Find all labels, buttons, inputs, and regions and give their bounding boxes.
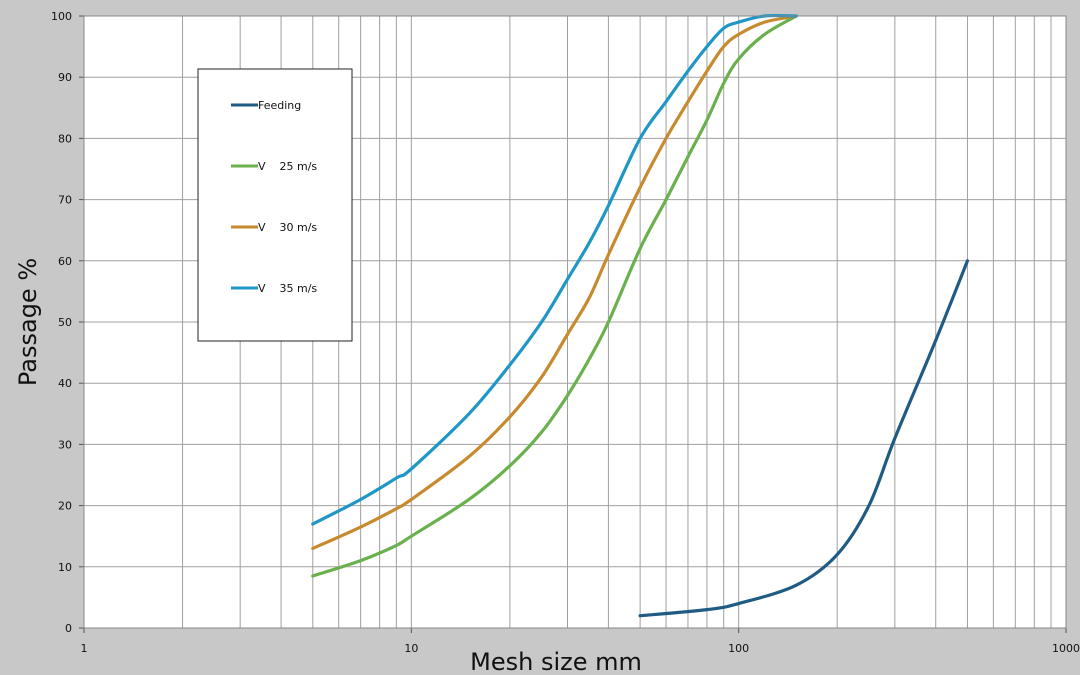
series-line-1	[311, 14, 798, 578]
series-line-0	[638, 259, 970, 618]
y-tick-label: 50	[58, 316, 72, 329]
y-tick-label: 60	[58, 255, 72, 268]
y-axis-title: Passage %	[14, 258, 42, 386]
y-tick-label: 10	[58, 561, 72, 574]
y-tick-label: 30	[58, 438, 72, 451]
y-tick-label: 40	[58, 377, 72, 390]
y-tick-label: 70	[58, 194, 72, 207]
x-tick-label: 1000	[1052, 642, 1080, 655]
y-tick-label: 90	[58, 71, 72, 84]
x-axis-title: Mesh size mm	[470, 648, 642, 675]
legend-label: Feeding	[258, 99, 301, 112]
legend-label: V 25 m/s	[258, 160, 317, 173]
x-tick-label: 100	[728, 642, 749, 655]
y-tick-label: 100	[51, 10, 72, 23]
series-line-3	[311, 13, 798, 526]
legend-label: V 30 m/s	[258, 221, 317, 234]
plot-border	[83, 15, 1067, 629]
x-tick-label: 10	[404, 642, 418, 655]
y-tick-label: 0	[65, 622, 72, 635]
series-lines	[311, 13, 970, 618]
legend-label: V 35 m/s	[258, 282, 317, 295]
y-tick-label: 20	[58, 500, 72, 513]
y-tick-label: 80	[58, 132, 72, 145]
series-line-2	[311, 14, 798, 551]
legend-box	[197, 68, 353, 342]
legend: Feeding V 25 m/s V 30 m/s V 35 m/s	[197, 68, 353, 342]
x-tick-label: 1	[81, 642, 88, 655]
